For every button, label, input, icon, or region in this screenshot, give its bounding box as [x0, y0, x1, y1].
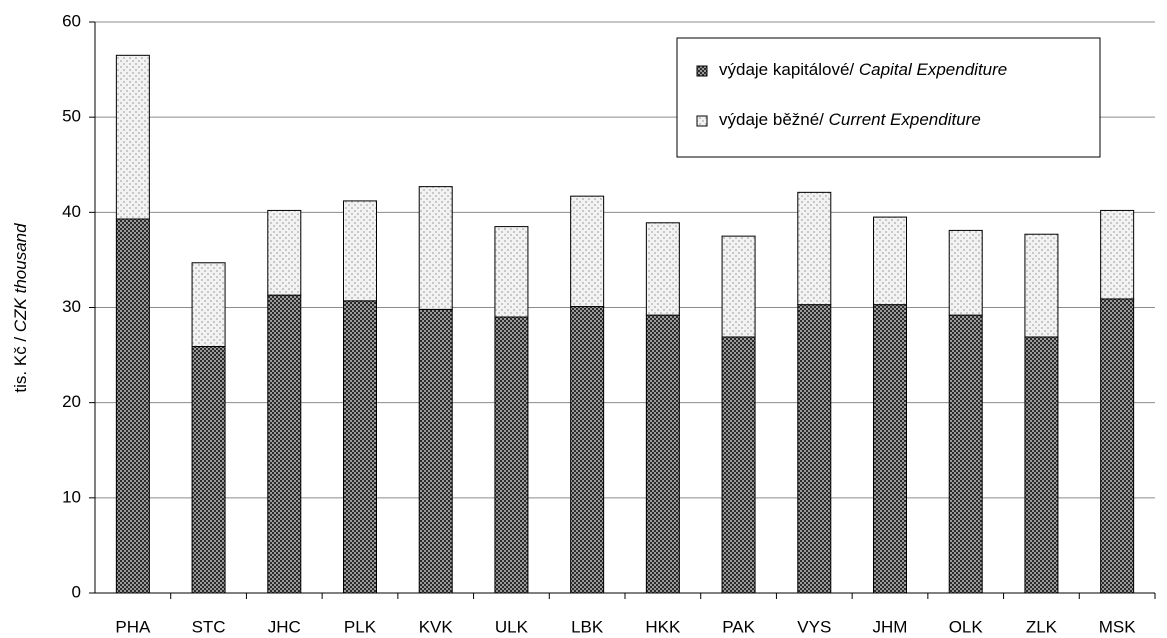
y-tick-label: 0 [72, 582, 81, 601]
y-tick-label: 10 [62, 487, 81, 506]
x-tick-label: VYS [797, 617, 831, 636]
y-tick-label: 60 [62, 11, 81, 30]
x-tick-label: STC [192, 617, 226, 636]
bar-segment [191, 346, 226, 594]
bar-segment [948, 314, 983, 594]
y-tick-label: 40 [62, 202, 81, 221]
x-tick-label: OLK [949, 617, 984, 636]
y-axis-label: tis. Kč / CZK thousand [11, 223, 30, 393]
bar-segment [645, 222, 680, 316]
bar-segment [873, 216, 907, 306]
y-tick-label: 50 [62, 107, 81, 126]
y-tick-label: 30 [62, 297, 81, 316]
bar-segment [115, 54, 150, 220]
bar-segment [343, 200, 377, 302]
legend-label: výdaje kapitálové/ Capital Expenditure [719, 60, 1007, 79]
x-tick-label: ULK [495, 617, 529, 636]
x-tick-label: MSK [1099, 617, 1137, 636]
legend-swatch [696, 65, 708, 77]
bar-segment [948, 229, 983, 316]
x-tick-label: PLK [344, 617, 377, 636]
x-tick-label: PHA [115, 617, 151, 636]
bar-segment [115, 218, 150, 594]
x-tick-label: JHC [268, 617, 301, 636]
x-tick-label: JHM [873, 617, 908, 636]
bar-segment [721, 336, 756, 594]
bar-segment [873, 304, 907, 594]
legend-box [676, 37, 1101, 158]
x-tick-label: HKK [645, 617, 681, 636]
x-tick-label: KVK [419, 617, 454, 636]
x-tick-label: PAK [722, 617, 755, 636]
legend-swatch [696, 115, 708, 127]
bar-segment [570, 306, 605, 594]
bar-segment [191, 262, 226, 348]
bar-segment [494, 316, 529, 594]
bar-segment [797, 191, 832, 306]
bar-segment [418, 308, 453, 594]
bar-segment [1100, 209, 1135, 300]
bar-segment [797, 304, 832, 594]
x-tick-label: ZLK [1026, 617, 1058, 636]
bar-segment [267, 294, 302, 594]
bar-segment [1100, 298, 1135, 594]
bar-segment [343, 300, 377, 594]
bar-segment [645, 314, 680, 594]
bar-segment [1024, 336, 1059, 594]
bar-segment [721, 235, 756, 338]
legend-label: výdaje běžné/ Current Expenditure [719, 110, 981, 129]
bar-segment [570, 195, 605, 308]
bar-segment [267, 209, 302, 296]
bar-segment [418, 186, 453, 310]
bar-segment [494, 226, 529, 318]
y-tick-label: 20 [62, 392, 81, 411]
x-tick-label: LBK [571, 617, 604, 636]
bar-segment [1024, 233, 1059, 338]
